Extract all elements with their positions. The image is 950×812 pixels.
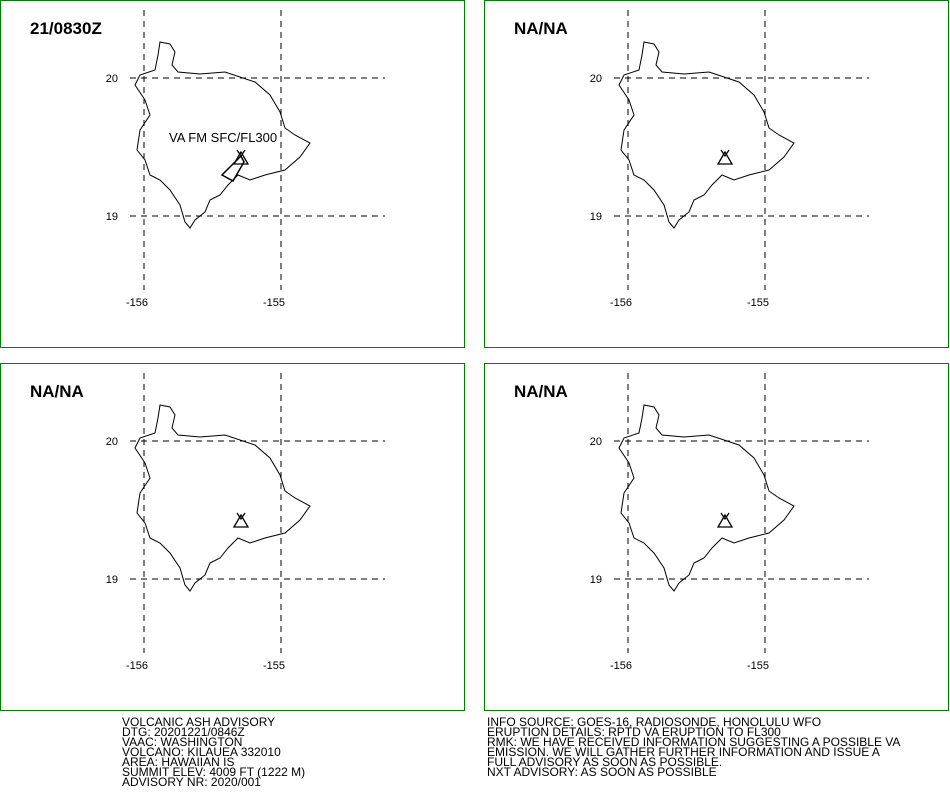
lon-label: -156 <box>610 660 632 672</box>
advisory-line: VAAC: WASHINGTON <box>122 735 242 749</box>
ash-annotation: VA FM SFC/FL300 <box>169 130 277 145</box>
time-label: NA/NA <box>514 19 568 38</box>
lat-label: 19 <box>590 211 602 223</box>
ash-area <box>220 154 245 183</box>
lon-label: -155 <box>747 660 769 672</box>
advisory-line: NXT ADVISORY: AS SOON AS POSSIBLE <box>487 765 717 779</box>
panel-border <box>0 363 465 711</box>
lat-label: 20 <box>106 436 118 448</box>
advisory-line: VOLCANO: KILAUEA 332010 <box>122 745 281 759</box>
panel-border <box>484 0 949 348</box>
advisory-line: DTG: 20201221/0846Z <box>122 725 245 739</box>
advisory-line: RMK: WE HAVE RECEIVED INFORMATION SUGGES… <box>487 735 900 749</box>
panel-border <box>484 363 949 711</box>
advisory-line: INFO SOURCE: GOES-16, RADIOSONDE, HONOLU… <box>487 715 821 729</box>
volcano-symbol <box>232 512 250 528</box>
map-panel: 20 19 -156 -155 VA FM SFC/FL300 21/0830Z <box>0 0 465 348</box>
lat-label: 19 <box>590 574 602 586</box>
panel-border <box>0 0 465 348</box>
coastline <box>618 404 795 592</box>
coastline <box>134 41 311 229</box>
map-panel: 20 19 -156 -155 NA/NA <box>484 0 949 348</box>
lat-label: 20 <box>106 73 118 85</box>
coastline <box>134 404 311 592</box>
advisory-line: AREA: HAWAIIAN IS <box>122 755 234 769</box>
time-label: 21/0830Z <box>30 19 102 38</box>
advisory-line: VOLCANIC ASH ADVISORY <box>122 715 275 729</box>
volcano-symbol <box>716 149 734 165</box>
lon-label: -155 <box>747 297 769 309</box>
lon-label: -156 <box>610 297 632 309</box>
map-panel: 20 19 -156 -155 NA/NA <box>0 363 465 711</box>
advisory-line: ADVISORY NR: 2020/001 <box>122 775 261 789</box>
advisory-line: FULL ADVISORY AS SOON AS POSSIBLE. <box>487 755 722 769</box>
map-panel: 20 19 -156 -155 NA/NA <box>484 363 949 711</box>
time-label: NA/NA <box>30 382 84 401</box>
lat-label: 20 <box>590 436 602 448</box>
coastline <box>618 41 795 229</box>
lat-label: 19 <box>106 211 118 223</box>
advisory-line: EMISSION. WE WILL GATHER FURTHER INFORMA… <box>487 745 880 759</box>
lon-label: -155 <box>263 660 285 672</box>
lat-label: 20 <box>590 73 602 85</box>
time-label: NA/NA <box>514 382 568 401</box>
lon-label: -156 <box>126 297 148 309</box>
advisory-line: SUMMIT ELEV: 4009 FT (1222 M) <box>122 765 305 779</box>
lon-label: -155 <box>263 297 285 309</box>
lat-label: 19 <box>106 574 118 586</box>
advisory-line: ERUPTION DETAILS: RPTD VA ERUPTION TO FL… <box>487 725 781 739</box>
lon-label: -156 <box>126 660 148 672</box>
volcano-symbol <box>716 512 734 528</box>
